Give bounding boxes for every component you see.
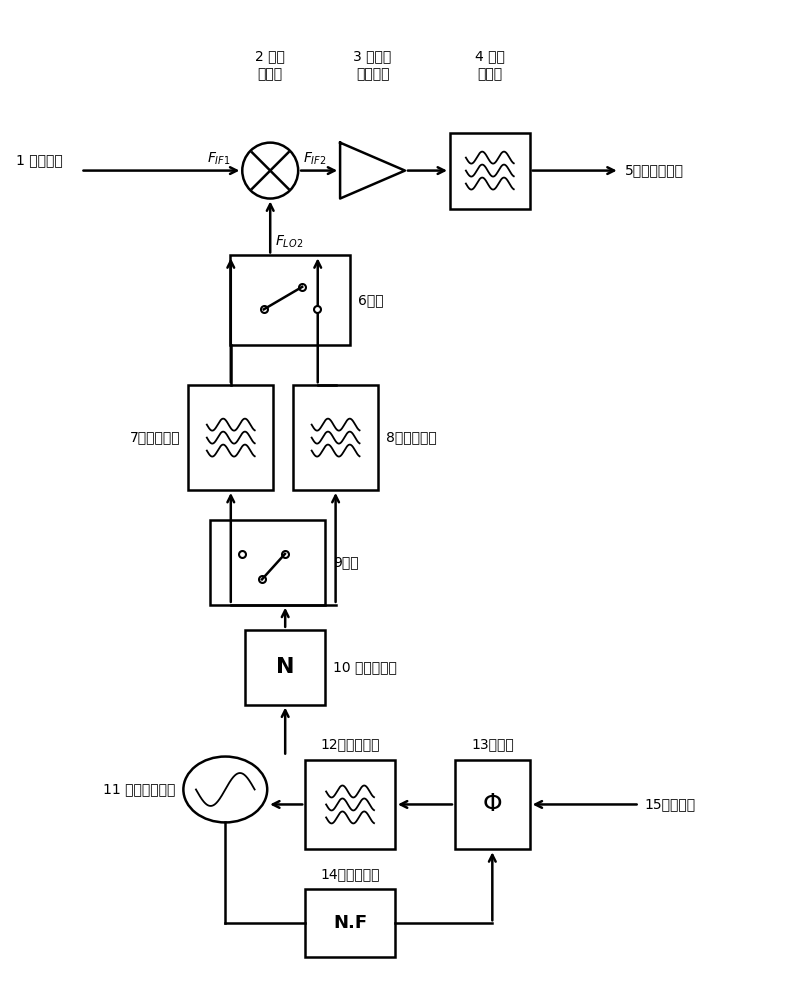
Text: 3 第二中: 3 第二中 bbox=[353, 49, 392, 63]
Text: $F_{IF1}$: $F_{IF1}$ bbox=[206, 150, 230, 167]
Text: 滤波器: 滤波器 bbox=[477, 67, 502, 81]
Text: 10 整数分频器: 10 整数分频器 bbox=[333, 660, 397, 674]
Text: 5任意中频输出: 5任意中频输出 bbox=[625, 164, 684, 178]
Text: 7带通滤波器: 7带通滤波器 bbox=[130, 431, 181, 445]
Text: 变频器: 变频器 bbox=[257, 67, 283, 81]
Text: N: N bbox=[276, 657, 294, 677]
Bar bbox=[450, 133, 530, 209]
Text: 12积分滤波器: 12积分滤波器 bbox=[320, 738, 380, 752]
Bar bbox=[230, 255, 350, 345]
Text: $F_{LO2}$: $F_{LO2}$ bbox=[276, 234, 304, 250]
Text: 8带通滤波器: 8带通滤波器 bbox=[386, 431, 436, 445]
Bar bbox=[293, 385, 378, 490]
Text: N.F: N.F bbox=[333, 914, 367, 932]
Text: 2 第二: 2 第二 bbox=[255, 49, 285, 63]
Bar bbox=[305, 889, 395, 957]
Text: 14小数分频器: 14小数分频器 bbox=[320, 867, 380, 881]
Bar bbox=[305, 760, 395, 849]
Text: 频放大器: 频放大器 bbox=[356, 67, 389, 81]
Bar bbox=[245, 630, 325, 705]
Text: $\Phi$: $\Phi$ bbox=[482, 792, 502, 816]
Polygon shape bbox=[340, 143, 405, 199]
Bar bbox=[188, 385, 273, 490]
Text: 13鉴相器: 13鉴相器 bbox=[471, 738, 513, 752]
Text: 11 第二本振荡器: 11 第二本振荡器 bbox=[103, 782, 175, 796]
Text: 4 低通: 4 低通 bbox=[475, 49, 505, 63]
Text: $F_{IF2}$: $F_{IF2}$ bbox=[303, 150, 327, 167]
Text: 1 第一中频: 1 第一中频 bbox=[16, 154, 63, 168]
Bar bbox=[455, 760, 530, 849]
Bar bbox=[210, 520, 325, 605]
Text: 15参考信号: 15参考信号 bbox=[644, 797, 696, 811]
Text: 6开关: 6开关 bbox=[358, 293, 384, 307]
Text: 9开关: 9开关 bbox=[333, 555, 359, 569]
